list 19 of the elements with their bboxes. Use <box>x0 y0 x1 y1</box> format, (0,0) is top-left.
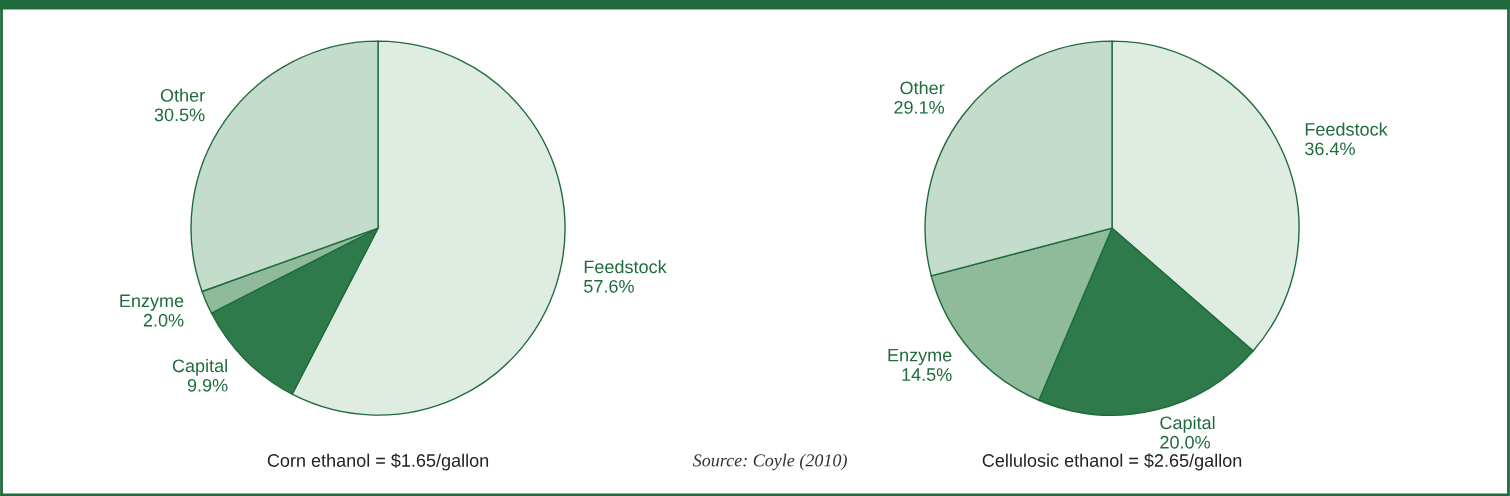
text: Cellulosic ethanol = $2.65/gallon <box>982 453 1242 471</box>
slice-label: Enzyme <box>120 294 184 311</box>
data-label: 20.0% <box>1160 435 1210 449</box>
slice-label: Feedstock <box>584 259 667 274</box>
slice-label: Capital <box>1160 415 1215 433</box>
slice-label: Other <box>900 81 945 95</box>
data-label: 30.5% <box>154 108 205 122</box>
data-label: 14.5% <box>902 368 952 381</box>
data-label: 2.0% <box>143 313 184 327</box>
slice-label: Enzyme <box>888 348 952 366</box>
data-label: 57.6% <box>584 279 634 293</box>
data-label: 29.1% <box>894 100 945 114</box>
data-label: 9.9% <box>187 378 228 392</box>
source-note: Source: Coyle (2010) <box>692 453 847 471</box>
slice-label: Feedstock <box>1305 122 1388 136</box>
data-label: 36.4% <box>1305 142 1355 156</box>
text: Corn ethanol = $1.65/gallon <box>267 453 489 471</box>
slice-label: Capital <box>172 358 227 376</box>
slice-label: Other <box>160 88 205 102</box>
